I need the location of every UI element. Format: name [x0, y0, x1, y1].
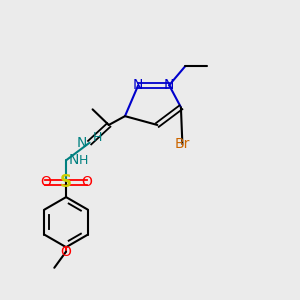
- Text: N: N: [69, 153, 80, 167]
- Text: O: O: [61, 244, 71, 259]
- Text: N: N: [76, 136, 87, 150]
- Text: S: S: [60, 173, 72, 191]
- Text: Br: Br: [175, 137, 190, 151]
- Text: O: O: [40, 176, 51, 189]
- Text: N: N: [164, 78, 174, 92]
- Text: O: O: [81, 176, 92, 189]
- Text: H: H: [92, 131, 102, 144]
- Text: H: H: [79, 154, 88, 167]
- Text: N: N: [133, 78, 143, 92]
